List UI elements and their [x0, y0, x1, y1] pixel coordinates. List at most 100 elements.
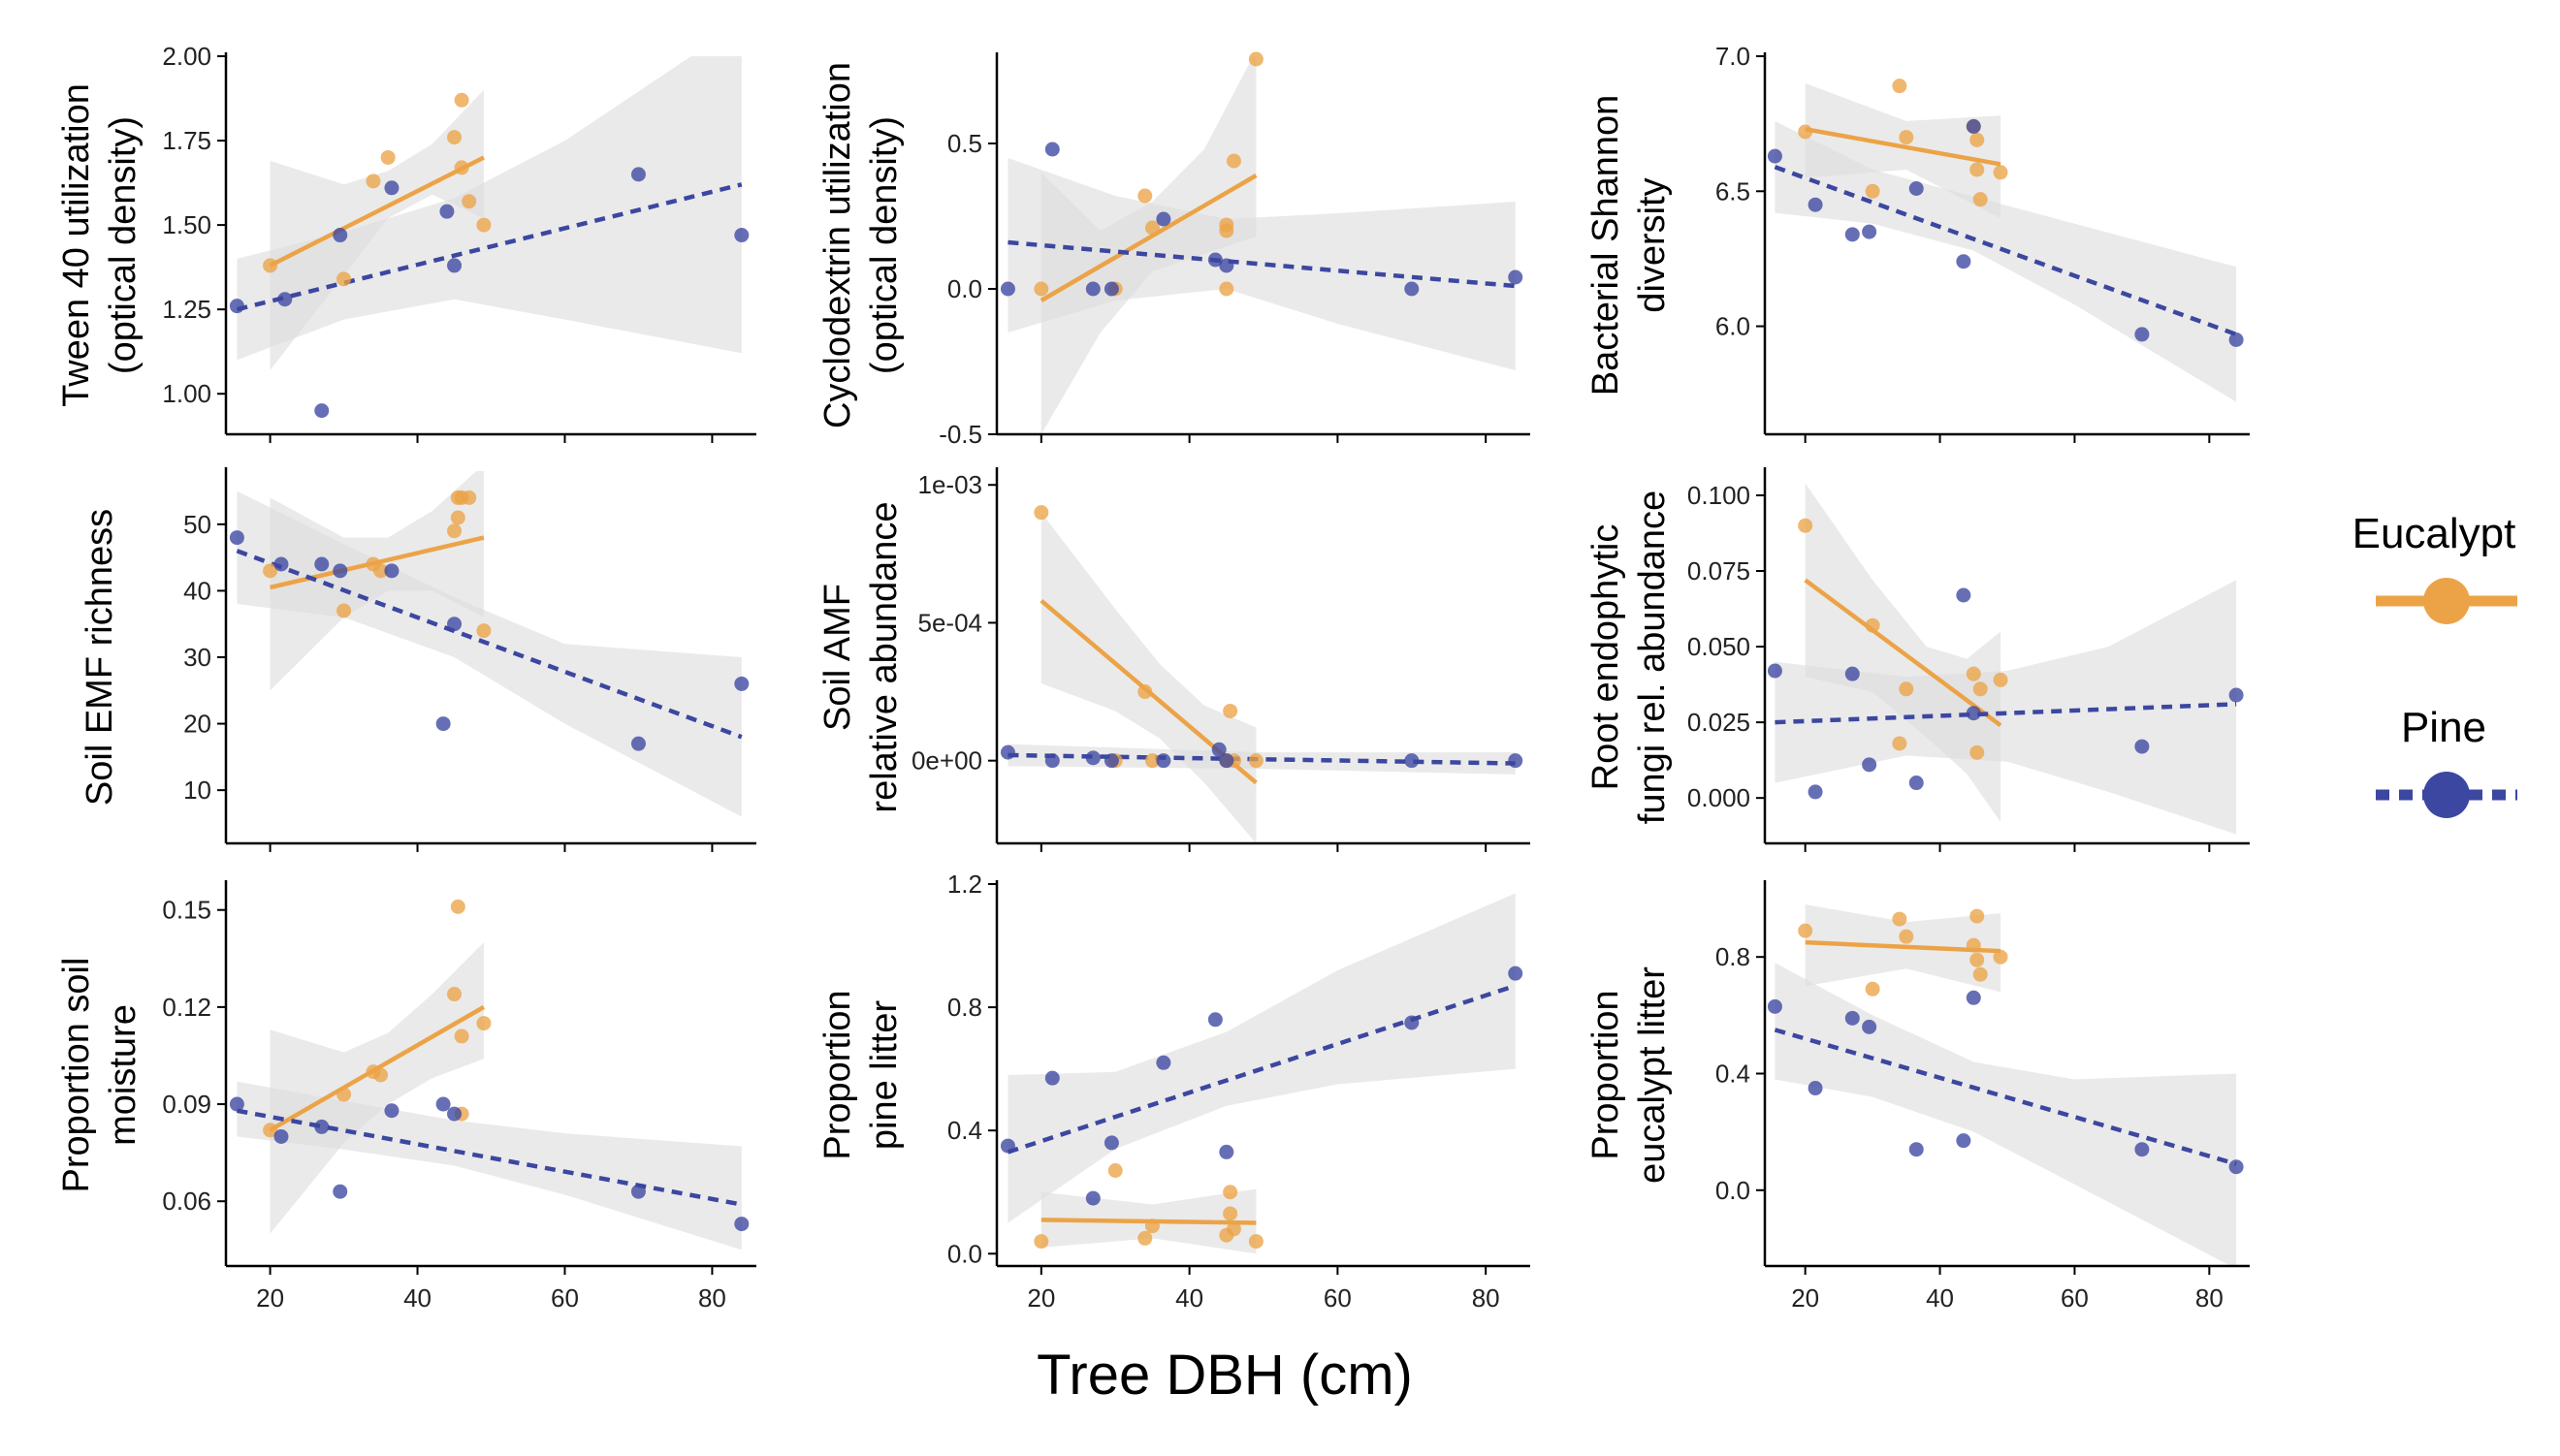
panel-b-y-axis-title-line: Cyclodextrin utilization — [817, 62, 858, 428]
panel-g-y-axis-title-line: moisture — [103, 1004, 144, 1146]
panel-i-point-pine — [1844, 1010, 1860, 1026]
panel-g-point-pine — [447, 1106, 463, 1122]
panel-e-point-pine — [1508, 753, 1523, 769]
panel-g-point-pine — [229, 1096, 244, 1112]
panel-b-point-eucalypt — [1219, 281, 1234, 297]
panel-e-y-axis-title-line: relative abundance — [864, 501, 905, 812]
panel-b-y-tick-label: 0.5 — [947, 129, 982, 158]
panel-g-ci-band-pine — [237, 1081, 742, 1250]
panel-a-point-pine — [439, 204, 455, 219]
panel-d-point-pine — [333, 563, 348, 579]
panel-f-point-pine — [1844, 666, 1860, 681]
panel-e-point-eucalypt — [1137, 684, 1153, 700]
panel-a-y-tick-label: 2.00 — [162, 42, 211, 71]
panel-c-point-pine — [1767, 148, 1782, 164]
panel-b-point-eucalypt — [1144, 220, 1160, 236]
panel-g-point-pine — [630, 1184, 646, 1199]
panel-f-ci-band-pine — [1775, 580, 2237, 835]
panel-d-point-eucalypt — [450, 510, 465, 525]
panel-g-x-tick-label: 60 — [551, 1283, 579, 1313]
panel-g-ci-band-eucalypt — [270, 942, 484, 1234]
panel-f-point-eucalypt — [1993, 672, 2008, 687]
panel-h-point-pine — [1156, 1055, 1171, 1070]
panel-b-y-axis-title-line: (optical density) — [864, 116, 905, 374]
panel-h-y-tick-label: 1.2 — [947, 870, 982, 899]
panel-i-point-eucalypt — [1966, 937, 1981, 953]
panel-i-y-axis-title-line: eucalypt litter — [1632, 966, 1673, 1184]
panel-h-point-pine — [1000, 1138, 1015, 1154]
panel-h-point-pine — [1508, 965, 1523, 981]
panel-f-point-eucalypt — [1969, 744, 1985, 760]
panel-c-point-eucalypt — [1865, 183, 1880, 199]
panel-f-y-axis-title: Root endophytic fungi rel. abundance — [1585, 491, 1673, 824]
panel-f-y-tick-label: 0.000 — [1687, 783, 1750, 812]
panel-b-point-eucalypt — [1034, 281, 1049, 297]
panel-f-point-eucalypt — [1892, 736, 1907, 751]
panel-f-point-pine — [1908, 775, 1924, 791]
panel-f-y-tick-label: 0.075 — [1687, 556, 1750, 586]
panel-g-y-tick-label: 0.12 — [162, 993, 211, 1022]
panel-h-y-tick-label: 0.0 — [947, 1239, 982, 1268]
panel-b-fit-line-eucalypt — [1040, 174, 1258, 302]
panel-h-point-pine — [1404, 1015, 1420, 1030]
legend-label-eucalypt: Eucalypt — [2352, 510, 2516, 557]
panel-e-point-pine — [1000, 744, 1015, 760]
panel-i-point-eucalypt — [1969, 908, 1985, 924]
panel-e-y-tick-label: 0e+00 — [912, 746, 982, 775]
panel-f-point-eucalypt — [1972, 681, 1988, 697]
panel-a-fit-line-eucalypt — [269, 155, 485, 268]
panel-g-point-pine — [333, 1184, 348, 1199]
panel-i-point-eucalypt — [1865, 981, 1880, 997]
panel-i: 0.0 0.4 0.8 20 40 60 80 Proportion eucalypt litt… — [1585, 880, 2250, 1313]
panel-f: 0.000 0.025 0.050 0.075 0.100 Root endophytic… — [1585, 467, 2250, 852]
panel-h-point-eucalypt — [1137, 1230, 1153, 1246]
legend: Eucalypt Pine — [2352, 510, 2517, 818]
panel-d-point-eucalypt — [476, 623, 492, 639]
panel-c-point-eucalypt — [1969, 162, 1985, 177]
panel-a-y-tick-label: 1.50 — [162, 210, 211, 239]
panel-c-fit-line-eucalypt — [1805, 126, 2001, 167]
panel-d-y-tick-label: 50 — [183, 510, 211, 539]
panel-c-y-axis-title-line: diversity — [1632, 177, 1673, 312]
panel-b-point-pine — [1000, 281, 1015, 297]
panel-b-y-axis-title: Cyclodextrin utilization (optical density… — [817, 62, 905, 428]
panel-g-y-tick-label: 0.15 — [162, 896, 211, 925]
panel-a-point-eucalypt — [447, 130, 463, 145]
panel-a-y-tick-label: 1.00 — [162, 379, 211, 408]
panel-b-point-eucalypt — [1137, 188, 1153, 204]
panel-e-ci-band-eucalypt — [1040, 512, 1257, 843]
panel-e-point-eucalypt — [1223, 703, 1238, 718]
panel-c-point-pine — [1956, 254, 1971, 269]
panel-i-x-tick-label: 20 — [1791, 1283, 1819, 1313]
panel-d-point-pine — [447, 617, 463, 632]
panel-d-point-pine — [435, 716, 451, 732]
panel-f-y-tick-label: 0.100 — [1687, 481, 1750, 510]
panel-d-point-pine — [273, 556, 289, 572]
chart-panels: 1.00 1.25 1.50 1.75 2.00 Tween 40 utilization… — [56, 42, 2250, 1313]
x-axis-title: Tree DBH (cm) — [1037, 1344, 1413, 1407]
panel-e-point-pine — [1156, 753, 1171, 769]
panel-b-point-pine — [1404, 281, 1420, 297]
panel-d-point-eucalypt — [373, 563, 389, 579]
panel-c-ci-band-pine — [1775, 120, 2237, 402]
panel-i-point-eucalypt — [1972, 966, 1988, 982]
panel-g-point-eucalypt — [447, 987, 463, 1002]
panel-b-y-tick-label: -0.5 — [939, 420, 982, 449]
panel-g-point-eucalypt — [476, 1016, 492, 1031]
panel-c-y-tick-label: 6.0 — [1715, 312, 1750, 341]
panel-h-y-tick-label: 0.8 — [947, 993, 982, 1022]
panel-d: 10 20 30 40 50 Soil EMF richness — [80, 467, 756, 852]
panel-i-y-tick-label: 0.0 — [1715, 1176, 1750, 1205]
panel-a-point-pine — [734, 228, 750, 243]
panel-f-y-axis-title-line: fungi rel. abundance — [1632, 491, 1673, 824]
panel-i-point-pine — [1908, 1142, 1924, 1157]
panel-c-point-pine — [2134, 327, 2150, 342]
panel-i-point-eucalypt — [1798, 923, 1813, 938]
panel-c-point-pine — [1862, 224, 1877, 239]
panel-d-point-pine — [630, 736, 646, 751]
panel-a-point-eucalypt — [454, 160, 469, 175]
panel-b-point-eucalypt — [1226, 153, 1241, 169]
panel-h-point-pine — [1219, 1144, 1234, 1159]
panel-g-x-tick-label: 20 — [256, 1283, 284, 1313]
